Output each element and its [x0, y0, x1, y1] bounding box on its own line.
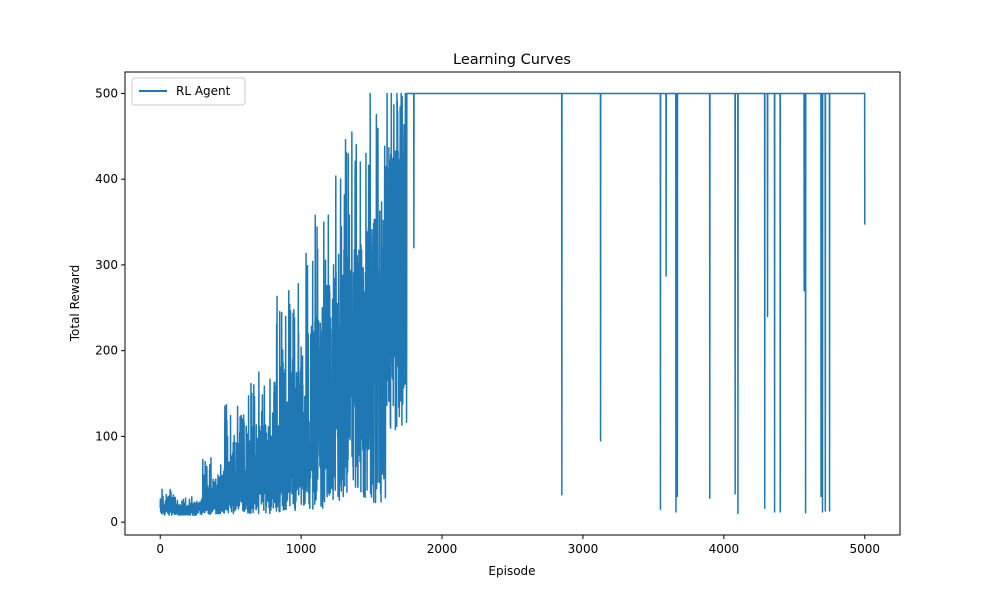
- y-tick-label: 200: [95, 344, 118, 358]
- y-tick-label: 400: [95, 172, 118, 186]
- y-tick-label: 100: [95, 429, 118, 443]
- x-tick-label: 5000: [849, 542, 880, 556]
- axes-frame: [124, 71, 901, 536]
- x-tick-label: 3000: [568, 542, 599, 556]
- legend-box: [131, 77, 246, 106]
- legend: RL Agent: [131, 77, 246, 106]
- y-tick-label: 500: [95, 86, 118, 100]
- y-axis-label: Total Reward: [68, 265, 82, 343]
- x-axis-label: Episode: [488, 564, 535, 578]
- x-axis-ticks: 0 1000 2000 3000 4000 5000: [156, 535, 880, 556]
- legend-label-rl-agent: RL Agent: [176, 84, 231, 98]
- x-tick-label: 0: [156, 542, 164, 556]
- y-axis-ticks: 0 100 200 300 400 500: [95, 86, 125, 529]
- chart-title: Learning Curves: [453, 52, 571, 68]
- x-tick-label: 4000: [709, 542, 740, 556]
- series-layer: [159, 92, 866, 517]
- x-tick-label: 1000: [286, 542, 317, 556]
- x-tick-label: 2000: [427, 542, 458, 556]
- y-tick-label: 0: [110, 515, 118, 529]
- series-line-rl-agent: [159, 92, 866, 517]
- y-tick-label: 300: [95, 258, 118, 272]
